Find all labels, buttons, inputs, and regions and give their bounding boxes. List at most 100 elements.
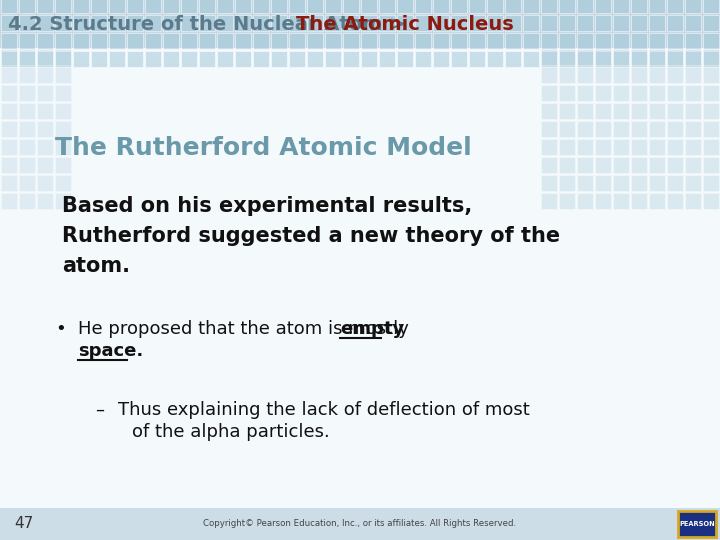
Bar xyxy=(703,121,719,137)
Text: of the alpha particles.: of the alpha particles. xyxy=(132,423,330,441)
Bar xyxy=(397,33,413,49)
Bar xyxy=(631,51,647,67)
Bar xyxy=(37,49,53,65)
Bar xyxy=(109,33,125,49)
Bar xyxy=(163,15,179,31)
Bar xyxy=(685,193,701,209)
Bar xyxy=(397,51,413,67)
Bar xyxy=(1,85,17,101)
Bar xyxy=(595,33,611,49)
Bar xyxy=(145,15,161,31)
Bar xyxy=(19,67,35,83)
Bar xyxy=(685,157,701,173)
Bar xyxy=(595,157,611,173)
Bar xyxy=(523,0,539,13)
Bar xyxy=(73,0,89,13)
Bar xyxy=(703,15,719,31)
Bar xyxy=(631,49,647,65)
Bar xyxy=(55,121,71,137)
Bar xyxy=(1,193,17,209)
Bar xyxy=(361,33,377,49)
FancyBboxPatch shape xyxy=(678,511,716,537)
Bar xyxy=(559,33,575,49)
Bar xyxy=(613,85,629,101)
Bar xyxy=(649,139,665,155)
Bar xyxy=(469,15,485,31)
Bar xyxy=(163,0,179,13)
Bar xyxy=(37,67,53,83)
Bar xyxy=(37,175,53,191)
Bar xyxy=(595,121,611,137)
Bar xyxy=(91,51,107,67)
Bar xyxy=(541,0,557,13)
Bar xyxy=(577,193,593,209)
Bar xyxy=(631,175,647,191)
Bar xyxy=(361,51,377,67)
Bar xyxy=(307,15,323,31)
Bar xyxy=(613,49,629,65)
Bar xyxy=(541,33,557,49)
Bar xyxy=(1,51,17,67)
Bar xyxy=(19,49,35,65)
Bar xyxy=(469,51,485,67)
Bar xyxy=(145,0,161,13)
Bar xyxy=(361,15,377,31)
Bar xyxy=(451,0,467,13)
Bar xyxy=(1,103,17,119)
Bar xyxy=(541,103,557,119)
Bar xyxy=(685,121,701,137)
Bar xyxy=(703,33,719,49)
Bar xyxy=(433,51,449,67)
Bar xyxy=(631,103,647,119)
Bar xyxy=(685,15,701,31)
Bar xyxy=(631,157,647,173)
Bar xyxy=(613,175,629,191)
Bar xyxy=(577,85,593,101)
Bar xyxy=(181,0,197,13)
Bar xyxy=(649,103,665,119)
Bar xyxy=(433,0,449,13)
Bar xyxy=(613,103,629,119)
Bar xyxy=(55,85,71,101)
Bar xyxy=(649,33,665,49)
Bar xyxy=(667,103,683,119)
Bar xyxy=(559,157,575,173)
Bar xyxy=(37,51,53,67)
Bar xyxy=(199,15,215,31)
Bar xyxy=(631,15,647,31)
Bar xyxy=(37,0,53,13)
Bar xyxy=(451,33,467,49)
Text: empty: empty xyxy=(340,320,405,338)
Bar xyxy=(181,15,197,31)
Bar xyxy=(667,0,683,13)
Bar xyxy=(55,49,71,65)
Bar xyxy=(37,103,53,119)
Bar xyxy=(667,51,683,67)
Bar xyxy=(595,49,611,65)
Bar xyxy=(613,157,629,173)
Bar xyxy=(685,67,701,83)
Bar xyxy=(91,33,107,49)
Bar xyxy=(559,103,575,119)
Bar xyxy=(55,139,71,155)
Bar xyxy=(577,175,593,191)
Bar xyxy=(109,15,125,31)
Bar xyxy=(145,33,161,49)
Bar xyxy=(73,33,89,49)
Bar xyxy=(631,193,647,209)
Bar xyxy=(595,51,611,67)
Bar xyxy=(199,51,215,67)
Bar xyxy=(541,193,557,209)
Bar xyxy=(469,0,485,13)
Bar xyxy=(253,33,269,49)
Bar xyxy=(649,175,665,191)
Bar xyxy=(307,0,323,13)
Bar xyxy=(649,67,665,83)
Bar xyxy=(235,51,251,67)
Bar xyxy=(649,193,665,209)
Bar xyxy=(19,85,35,101)
Text: Thus explaining the lack of deflection of most: Thus explaining the lack of deflection o… xyxy=(118,401,530,419)
Bar xyxy=(667,121,683,137)
Bar xyxy=(595,67,611,83)
Bar xyxy=(451,51,467,67)
